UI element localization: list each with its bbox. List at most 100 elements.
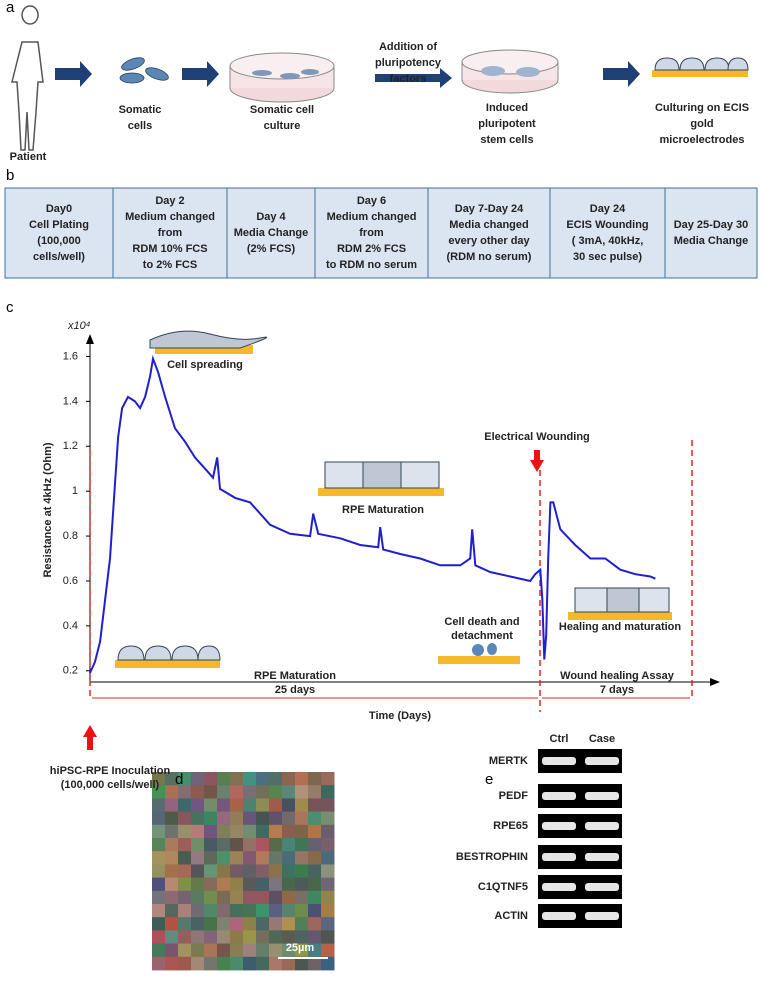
image-pixel xyxy=(282,851,296,865)
image-pixel xyxy=(165,785,179,799)
image-pixel xyxy=(282,943,296,958)
y-tick-label: 0.4 xyxy=(63,620,78,632)
image-pixel xyxy=(191,877,205,892)
image-pixel xyxy=(295,904,309,918)
image-pixel xyxy=(282,956,296,971)
annotation: (100,000 cells/well) xyxy=(61,779,160,791)
x-axis-label: Time (Days) xyxy=(369,710,431,722)
image-pixel xyxy=(152,943,166,958)
image-pixel xyxy=(204,930,218,944)
image-pixel xyxy=(204,798,218,812)
image-pixel xyxy=(321,917,335,931)
table-cell: Day 2 xyxy=(155,195,184,207)
step-label: Patient xyxy=(10,151,47,163)
image-pixel xyxy=(191,956,205,971)
gel-band xyxy=(542,792,576,800)
image-pixel xyxy=(243,864,257,878)
image-pixel xyxy=(217,798,231,812)
image-pixel xyxy=(204,772,218,786)
image-pixel xyxy=(269,798,283,812)
image-pixel xyxy=(282,864,296,878)
image-pixel xyxy=(282,930,296,944)
image-pixel xyxy=(217,917,231,931)
image-pixel xyxy=(152,877,166,892)
image-pixel xyxy=(204,824,218,839)
image-pixel xyxy=(269,785,283,799)
image-pixel xyxy=(152,772,166,786)
lane-label: Ctrl xyxy=(550,733,569,745)
annotation: hiPSC-RPE Inoculation xyxy=(50,765,171,777)
scale-bar-label: 25µm xyxy=(286,942,315,954)
image-pixel xyxy=(295,798,309,812)
protocol-table xyxy=(4,187,758,279)
data-line xyxy=(89,354,656,674)
image-pixel xyxy=(256,811,270,826)
gel-band xyxy=(585,792,619,800)
image-pixel xyxy=(308,864,322,878)
image-pixel xyxy=(321,785,335,799)
image-pixel xyxy=(321,772,335,786)
image-pixel xyxy=(191,864,205,878)
image-pixel xyxy=(230,824,244,839)
image-pixel xyxy=(152,904,166,918)
image-pixel xyxy=(321,798,335,812)
image-pixel xyxy=(178,811,192,826)
image-pixel xyxy=(230,904,244,918)
gene-label: MERTK xyxy=(489,755,528,767)
image-pixel xyxy=(295,877,309,892)
gel-image xyxy=(538,749,622,928)
image-pixel xyxy=(152,824,166,839)
image-pixel xyxy=(308,956,322,971)
image-pixel xyxy=(295,811,309,826)
image-pixel xyxy=(178,838,192,852)
image-pixel xyxy=(295,917,309,931)
image-pixel xyxy=(256,838,270,852)
image-pixel xyxy=(165,798,179,812)
table-cell: every other day xyxy=(448,235,530,247)
image-pixel xyxy=(152,864,166,878)
y-axis-label: Resistance at 4kHz (Ohm) xyxy=(42,442,54,577)
image-pixel xyxy=(217,785,231,799)
image-pixel xyxy=(191,798,205,812)
image-pixel xyxy=(282,785,296,799)
image-pixel xyxy=(191,785,205,799)
image-pixel xyxy=(321,824,335,839)
image-pixel xyxy=(295,838,309,852)
image-pixel xyxy=(308,838,322,852)
image-pixel xyxy=(165,772,179,786)
gel-band xyxy=(585,757,619,765)
image-pixel xyxy=(269,890,283,905)
table-cell: to 2% FCS xyxy=(143,259,197,271)
table-cell: Cell Plating xyxy=(29,219,89,231)
gene-label: ACTIN xyxy=(494,910,528,922)
table-cell: ( 3mA, 40kHz, xyxy=(572,235,644,247)
image-pixel xyxy=(178,824,192,839)
image-pixel xyxy=(191,890,205,905)
step-label: Addition of xyxy=(379,41,437,53)
y-scale-label: x10⁴ xyxy=(67,320,91,332)
image-pixel xyxy=(230,890,244,905)
image-pixel xyxy=(269,838,283,852)
image-pixel xyxy=(308,904,322,918)
image-pixel xyxy=(256,877,270,892)
image-pixel xyxy=(282,772,296,786)
image-pixel xyxy=(178,890,192,905)
table-cell: Medium changed xyxy=(327,211,417,223)
image-pixel xyxy=(308,943,322,958)
image-pixel xyxy=(230,851,244,865)
image-pixel xyxy=(243,772,257,786)
image-pixel xyxy=(295,943,309,958)
image-pixel xyxy=(217,904,231,918)
image-pixel xyxy=(243,943,257,958)
image-pixel xyxy=(217,956,231,971)
image-pixel xyxy=(256,904,270,918)
gene-label: RPE65 xyxy=(493,820,528,832)
image-pixel xyxy=(321,943,335,958)
step-label: Culturing on ECIS xyxy=(655,102,749,114)
image-pixel xyxy=(269,824,283,839)
image-pixel xyxy=(282,904,296,918)
annotation: Electrical Wounding xyxy=(484,431,590,443)
image-pixel xyxy=(191,943,205,958)
image-pixel xyxy=(204,811,218,826)
image-pixel xyxy=(230,785,244,799)
